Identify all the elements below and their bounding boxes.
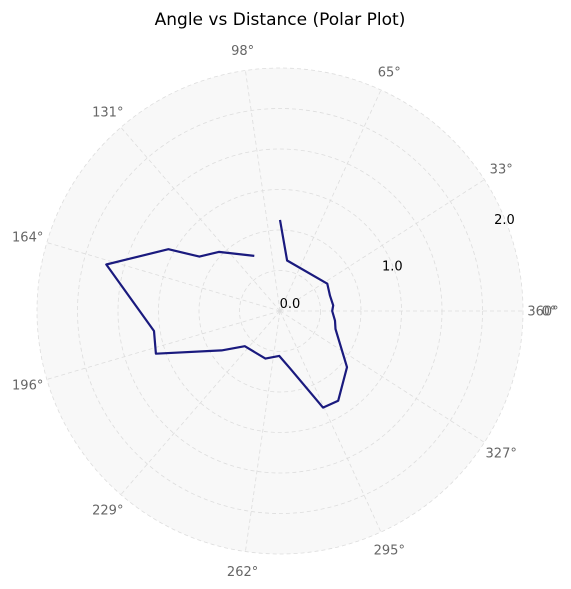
chart-title: Angle vs Distance (Polar Plot) (155, 10, 406, 30)
angle-tick-label: 360° (527, 305, 558, 320)
angle-tick-label: 164° (12, 230, 43, 245)
angular-gridline (279, 310, 485, 443)
radial-tick-label: 2.0 (494, 213, 515, 228)
radial-tick-label: 1.0 (382, 260, 403, 275)
angular-gridline (245, 310, 281, 552)
angular-gridline (46, 310, 281, 380)
series-layer (105, 219, 349, 409)
polar-grid (36, 67, 524, 555)
angle-tick-label: 327° (486, 447, 517, 462)
angle-tick-label: 229° (92, 503, 123, 518)
radial-gridline (36, 67, 524, 555)
angle-tick-label: 0° (542, 305, 557, 320)
angle-tick-label: 33° (490, 162, 513, 177)
angular-gridline (279, 179, 485, 312)
angular-gridline (120, 310, 281, 495)
angle-tick-label: 131° (92, 106, 123, 121)
angular-gridline (279, 310, 382, 533)
series-line (105, 219, 349, 409)
angular-gridline (120, 127, 281, 312)
angle-tick-label: 295° (374, 544, 405, 559)
angle-tick-label: 65° (378, 65, 401, 80)
angular-gridline (46, 242, 281, 312)
angle-tick-label: 98° (231, 44, 254, 59)
angular-gridline (245, 70, 281, 312)
radial-gridline (239, 270, 321, 352)
radial-tick-label: 0.0 (280, 297, 301, 312)
angle-tick-label: 262° (227, 565, 258, 580)
tick-labels: 360° 33° 65° 98° 131° 164° 196° 229° 262° 295° 327… (12, 44, 559, 580)
angular-gridline (279, 89, 382, 312)
radial-gridline (77, 108, 483, 514)
angle-tick-label: 196° (12, 379, 43, 394)
